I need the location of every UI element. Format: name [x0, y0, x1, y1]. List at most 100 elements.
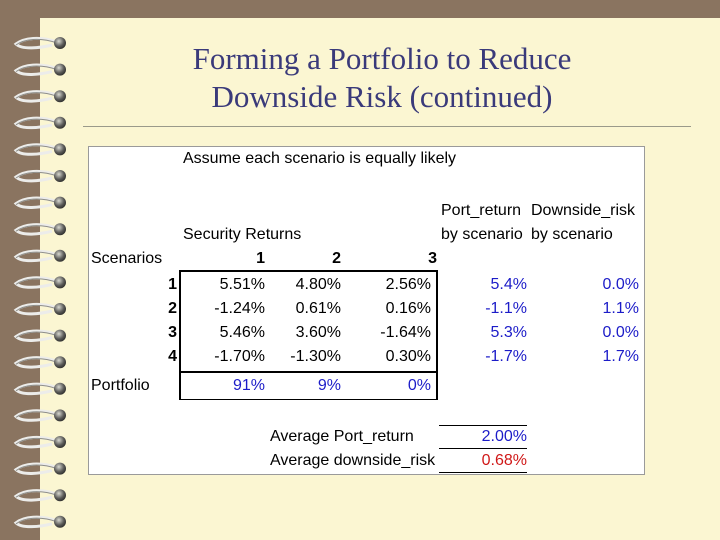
- return-cell: -1.30%: [290, 348, 341, 365]
- security-col-1-header: 1: [256, 250, 265, 267]
- binding-ring-shade: [15, 358, 58, 365]
- binding-ring-shade: [15, 92, 58, 99]
- binding-ring-shade: [15, 464, 58, 472]
- binding-ring-shade: [15, 198, 58, 206]
- portfolio-label: Portfolio: [91, 377, 150, 394]
- binding-hole: [54, 436, 66, 448]
- binding-ring-shade: [15, 411, 58, 418]
- downside-risk-header-2: by scenario: [531, 226, 613, 243]
- port-return-cell: -1.1%: [485, 300, 527, 317]
- binding-ring: [13, 143, 58, 156]
- binding-ring-shade: [15, 145, 58, 152]
- binding-ring: [13, 223, 58, 236]
- title-line-2: Downside Risk (continued): [211, 79, 553, 114]
- slide-title: Forming a Portfolio to Reduce Downside R…: [82, 40, 682, 116]
- security-returns-header: Security Returns: [183, 226, 302, 243]
- port-return-header-1: Port_return: [441, 202, 522, 219]
- scenario-label: 4: [168, 348, 177, 365]
- table-mid-border: [179, 371, 437, 373]
- return-cell: 2.56%: [385, 276, 431, 293]
- binding-hole: [54, 276, 66, 289]
- return-cell: 5.46%: [219, 324, 265, 341]
- average-downside-bottom-border: [439, 472, 527, 473]
- assumption-note: Assume each scenario is equally likely: [183, 150, 457, 167]
- return-cell: -1.70%: [214, 348, 265, 365]
- binding-ring-shade: [15, 491, 58, 498]
- port-return-cell: 5.4%: [490, 276, 527, 293]
- binding-ring: [13, 63, 58, 76]
- binding-ring-shade: [15, 118, 58, 126]
- table-left-border: [179, 270, 181, 400]
- weight-cell[interactable]: 0%: [407, 377, 431, 394]
- binding-hole: [54, 170, 66, 182]
- binding-hole: [54, 63, 66, 76]
- table-right-border: [436, 270, 438, 400]
- binding-ring: [13, 409, 58, 422]
- return-cell: 0.61%: [295, 300, 341, 317]
- binding-hole: [54, 329, 66, 342]
- title-divider: [83, 126, 691, 127]
- downside-risk-cell: 0.0%: [602, 324, 639, 341]
- binding-ring: [13, 489, 58, 502]
- binding-hole: [54, 116, 66, 129]
- binding-hole: [54, 462, 66, 475]
- average-downside-value: 0.68%: [481, 452, 527, 469]
- return-cell: 5.51%: [219, 276, 265, 293]
- binding-ring-shade: [15, 278, 58, 285]
- return-cell: -1.64%: [380, 324, 431, 341]
- downside-risk-cell: 1.1%: [602, 300, 639, 317]
- binding-hole: [54, 223, 66, 236]
- downside-risk-cell: 1.7%: [602, 348, 639, 365]
- return-cell: -1.24%: [214, 300, 265, 317]
- binding-ring: [13, 302, 58, 316]
- binding-ring-shade: [15, 304, 58, 312]
- title-line-1: Forming a Portfolio to Reduce: [192, 41, 572, 76]
- return-cell: 0.30%: [385, 348, 431, 365]
- return-cell: 3.60%: [295, 324, 341, 341]
- binding-hole: [54, 382, 66, 395]
- weight-cell[interactable]: 91%: [232, 377, 265, 394]
- table-top-border: [179, 270, 437, 272]
- average-return-value: 2.00%: [481, 428, 527, 445]
- average-return-bottom-border: [439, 448, 527, 449]
- scenario-label: 3: [168, 324, 177, 341]
- binding-ring-shade: [15, 65, 58, 73]
- port-return-cell: -1.7%: [485, 348, 527, 365]
- binding-ring-shade: [15, 517, 58, 525]
- average-downside-label: Average downside_risk: [270, 452, 436, 469]
- average-return-label: Average Port_return: [270, 428, 414, 445]
- downside-risk-header-1: Downside_risk: [531, 202, 636, 219]
- port-return-cell: 5.3%: [490, 324, 527, 341]
- binding-ring-shade: [15, 437, 58, 445]
- average-return-top-border: [439, 425, 527, 426]
- security-col-3-header: 3: [428, 250, 437, 267]
- binding-hole: [54, 90, 66, 103]
- binding-ring-shade: [15, 331, 58, 339]
- table-bottom-border: [179, 399, 437, 400]
- weight-cell[interactable]: 9%: [317, 377, 341, 394]
- binding-ring: [13, 196, 58, 209]
- binding-ring: [13, 435, 58, 449]
- spiral-binding: [13, 36, 66, 529]
- downside-risk-cell: 0.0%: [602, 276, 639, 293]
- binding-hole: [54, 409, 66, 422]
- binding-ring-shade: [15, 38, 58, 46]
- binding-ring: [13, 329, 58, 342]
- return-cell: 0.16%: [385, 300, 431, 317]
- binding-ring: [13, 36, 58, 50]
- port-return-header-2: by scenario: [441, 226, 523, 243]
- binding-ring: [13, 90, 58, 103]
- binding-hole: [54, 196, 66, 209]
- binding-ring: [13, 382, 58, 396]
- binding-ring: [13, 249, 58, 263]
- binding-ring-shade: [15, 225, 58, 232]
- scenario-label: 2: [168, 300, 177, 317]
- binding-ring: [13, 276, 58, 289]
- binding-hole: [54, 356, 66, 369]
- binding-ring-shade: [15, 171, 58, 179]
- binding-ring-shade: [15, 384, 58, 392]
- binding-ring: [13, 169, 58, 183]
- binding-ring-shade: [15, 251, 58, 259]
- scenario-label: 1: [168, 276, 177, 293]
- binding-hole: [54, 249, 66, 262]
